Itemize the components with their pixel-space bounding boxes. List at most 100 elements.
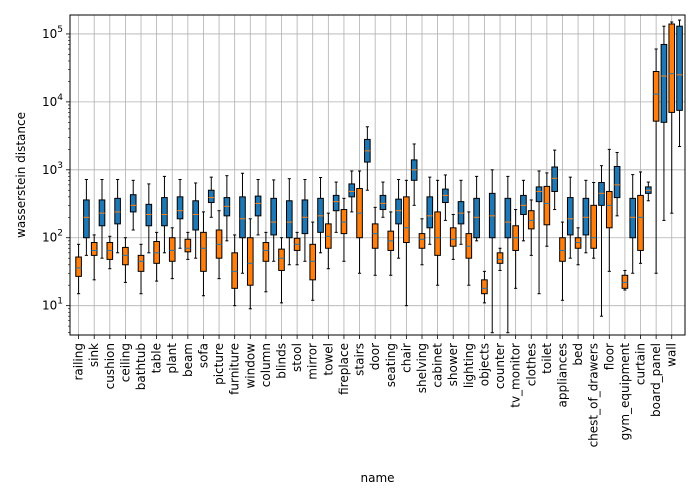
box-wall-orange [668,21,676,214]
box-table-blue [161,175,168,254]
box-body [200,231,207,272]
box-lighting-orange [465,211,473,286]
box-body [426,196,434,229]
y-tick-exponent: 4 [57,93,63,103]
box-body [418,233,426,249]
box-body [629,197,637,239]
box-clothes-orange [527,199,535,256]
box-series [75,19,683,334]
box-column-blue [270,179,278,262]
x-tick-label: bathtub [134,343,148,390]
x-tick-label: plant [165,343,179,374]
box-body [566,197,574,236]
box-body [106,242,114,260]
plot-frame [69,14,686,336]
box-body [176,196,184,220]
box-counter-orange [496,247,504,271]
box-shower-blue [457,179,465,245]
box-body [371,223,379,249]
box-body [137,254,145,272]
y-tick-label: 104 [42,93,63,109]
x-tick-label: ceiling [118,343,132,382]
box-body [90,242,98,256]
x-tick-label: towel [321,343,335,376]
y-tick-base: 10 [42,27,57,41]
box-body [254,195,262,217]
box-body [278,248,285,271]
box-body [184,238,192,253]
box-railing-blue [83,178,90,256]
x-tick-label: shower [446,343,460,386]
box-body [668,23,676,113]
x-tick-label: board_panel [649,343,663,417]
x-tick-label: gym_equipment [618,343,632,441]
box-sofa-orange [200,211,207,297]
x-tick-label: sofa [196,343,210,368]
y-tick-exponent: 1 [57,297,63,307]
box-body [270,197,278,236]
box-body [590,204,597,249]
x-tick-label: column [259,343,273,387]
x-tick-label: wall [665,343,679,367]
box-body [598,182,605,206]
box-body [168,237,176,262]
box-clothes-blue [535,170,543,295]
box-lighting-blue [473,175,480,242]
box-body [161,197,168,227]
box-chair-orange [403,179,410,307]
box-cabinet-blue [442,174,449,221]
box-curtain-blue [645,181,652,202]
x-tick-label: curtain [634,343,648,385]
box-board_panel-orange [652,48,660,274]
box-tv_monitor-orange [512,209,519,289]
box-curtain-orange [637,171,644,264]
y-tick-base: 10 [42,299,57,313]
box-toilet-blue [551,149,558,211]
box-objects-orange [481,270,488,304]
box-body [660,43,668,123]
box-floor-blue [613,151,621,217]
x-tick-label: objects [477,343,491,386]
box-body [75,256,82,277]
y-tick-exponent: 3 [57,161,63,171]
box-window-blue [254,178,262,236]
box-body [652,70,660,122]
box-shelving-blue [426,176,434,245]
x-tick-label: table [150,343,164,373]
box-towel-blue [332,181,340,233]
box-towel-orange [325,212,332,270]
box-stool-orange [293,231,301,266]
box-body [582,197,590,236]
box-appliances-blue [566,176,574,259]
y-tick-base: 10 [42,163,57,177]
box-stairs-orange [356,170,363,274]
x-tick-label: railing [72,343,86,381]
x-tick-label: seating [384,343,398,387]
x-tick-label: lighting [462,343,476,388]
box-door-orange [371,206,379,276]
box-tv_monitor-blue [520,179,527,242]
box-sink-orange [90,234,98,281]
box-body [496,252,504,264]
box-railing-orange [75,243,82,295]
box-column-orange [262,231,270,293]
y-tick-base: 10 [42,231,57,245]
box-chest_of_drawers-blue [598,165,605,317]
box-body [403,196,410,244]
box-body [449,227,457,247]
box-picture-blue [223,175,231,242]
x-tick-label: cushion [103,343,117,389]
box-body [246,237,254,286]
x-tick-label: beam [181,343,195,377]
box-mirror-orange [309,221,317,301]
box-board_panel-blue [660,25,668,221]
y-axis-label: wasserstein distance [14,112,28,238]
box-counter-blue [504,175,512,334]
box-body [309,243,317,281]
box-body [434,211,441,256]
box-blinds-blue [285,178,293,266]
box-furniture-blue [239,172,246,274]
x-tick-label: counter [493,343,507,389]
box-body [504,197,512,239]
